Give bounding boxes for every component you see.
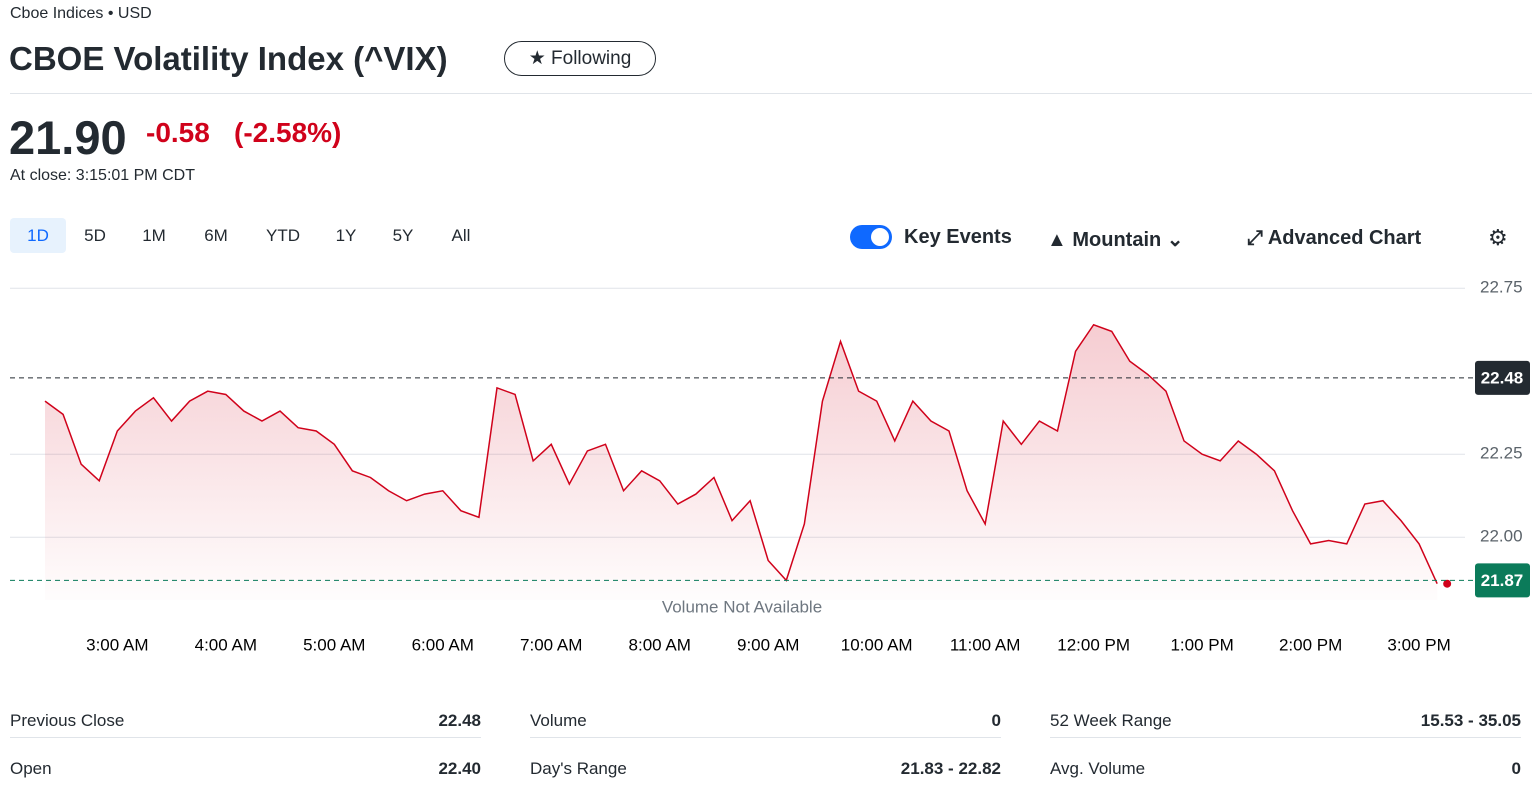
stat-row: Avg. Volume 0	[1050, 751, 1521, 785]
chart-style[interactable]: ▲ Mountain ⌄	[1047, 229, 1184, 251]
chart: Volume Not Available 22.00 22.25 22.75 3:00…	[10, 278, 1530, 654]
stat-label: Previous Close	[10, 711, 125, 730]
stat-label: Volume	[530, 711, 587, 730]
exchange: Cboe Indices • USD	[10, 5, 152, 22]
reference-label: 22.48	[1481, 368, 1524, 387]
settings[interactable]: ⚙	[1488, 225, 1508, 250]
advanced-label: Advanced Chart	[1267, 227, 1422, 249]
key-events[interactable]: Key Events	[904, 226, 1012, 248]
range-button[interactable]: 1M	[142, 226, 166, 245]
x-tick-label: 9:00 AM	[737, 635, 799, 654]
y-tick-label: 22.00	[1480, 527, 1523, 546]
x-tick-label: 4:00 AM	[195, 635, 257, 654]
reference-box	[1475, 563, 1530, 598]
change-percent: (-2.58%)	[234, 117, 342, 148]
stat-value: 0	[991, 711, 1001, 730]
x-tick-label: 3:00 AM	[86, 635, 148, 654]
x-tick-label: 7:00 AM	[520, 635, 582, 654]
stat-label: 52 Week Range	[1050, 711, 1172, 730]
last-point	[1443, 579, 1452, 588]
range-button[interactable]: YTD	[266, 226, 300, 245]
stat-label: Day's Range	[530, 759, 627, 778]
y-tick-label: 22.75	[1480, 278, 1523, 297]
x-tick-label: 6:00 AM	[412, 635, 474, 654]
x-tick-label: 8:00 AM	[629, 635, 691, 654]
follow-label: Following	[551, 48, 632, 69]
stat-label: Avg. Volume	[1050, 759, 1146, 778]
area	[45, 324, 1438, 600]
advanced-chart[interactable]: ⤢ Advanced Chart	[1247, 227, 1422, 249]
range-button[interactable]: 5D	[84, 226, 106, 245]
stat-label: Open	[10, 759, 52, 778]
quote-time: At close: 3:15:01 PM CDT	[10, 167, 195, 184]
change: -0.58	[146, 117, 210, 148]
x-tick-label: 2:00 PM	[1279, 635, 1342, 654]
toggle[interactable]	[850, 225, 892, 249]
stat-value: 15.53 - 35.05	[1420, 711, 1521, 730]
stat-row: 52 Week Range 15.53 - 35.05	[1050, 703, 1521, 738]
stat-row: Volume 0	[530, 703, 1001, 738]
annotation: Volume Not Available	[662, 597, 822, 616]
x-tick-label: 1:00 PM	[1170, 635, 1233, 654]
stat-row: Day's Range 21.83 - 22.82	[530, 751, 1001, 785]
range-button[interactable]: 1Y	[335, 226, 357, 245]
x-tick-label: 12:00 PM	[1057, 635, 1130, 654]
stat-value: 22.48	[438, 711, 481, 730]
stat-row: Previous Close 22.48	[10, 703, 481, 738]
reference-label: 21.87	[1481, 571, 1524, 590]
range-button[interactable]: 1D	[10, 218, 66, 253]
y-tick-label: 22.25	[1480, 444, 1523, 463]
reference-box	[1475, 360, 1530, 395]
x-tick-label: 10:00 AM	[841, 635, 913, 654]
follow-button[interactable]: ★ Following	[504, 41, 656, 76]
range-button[interactable]: 5Y	[392, 226, 414, 245]
divider	[10, 93, 1532, 94]
stat-value: 0	[1511, 759, 1521, 778]
range-button[interactable]: 6M	[204, 226, 228, 245]
x-tick-label: 11:00 AM	[950, 635, 1021, 654]
title: CBOE Volatility Index (^VIX)	[9, 40, 448, 77]
stat-value: 22.40	[438, 759, 481, 778]
range-button[interactable]: All	[451, 226, 471, 245]
stat-value: 21.83 - 22.82	[900, 759, 1001, 778]
chart-style-label: Mountain	[1072, 229, 1162, 251]
x-tick-label: 5:00 AM	[303, 635, 365, 654]
line	[44, 323, 1438, 585]
price: 21.90	[9, 111, 127, 164]
x-tick-label: 3:00 PM	[1387, 635, 1450, 654]
stat-row: Open 22.40	[10, 751, 481, 785]
